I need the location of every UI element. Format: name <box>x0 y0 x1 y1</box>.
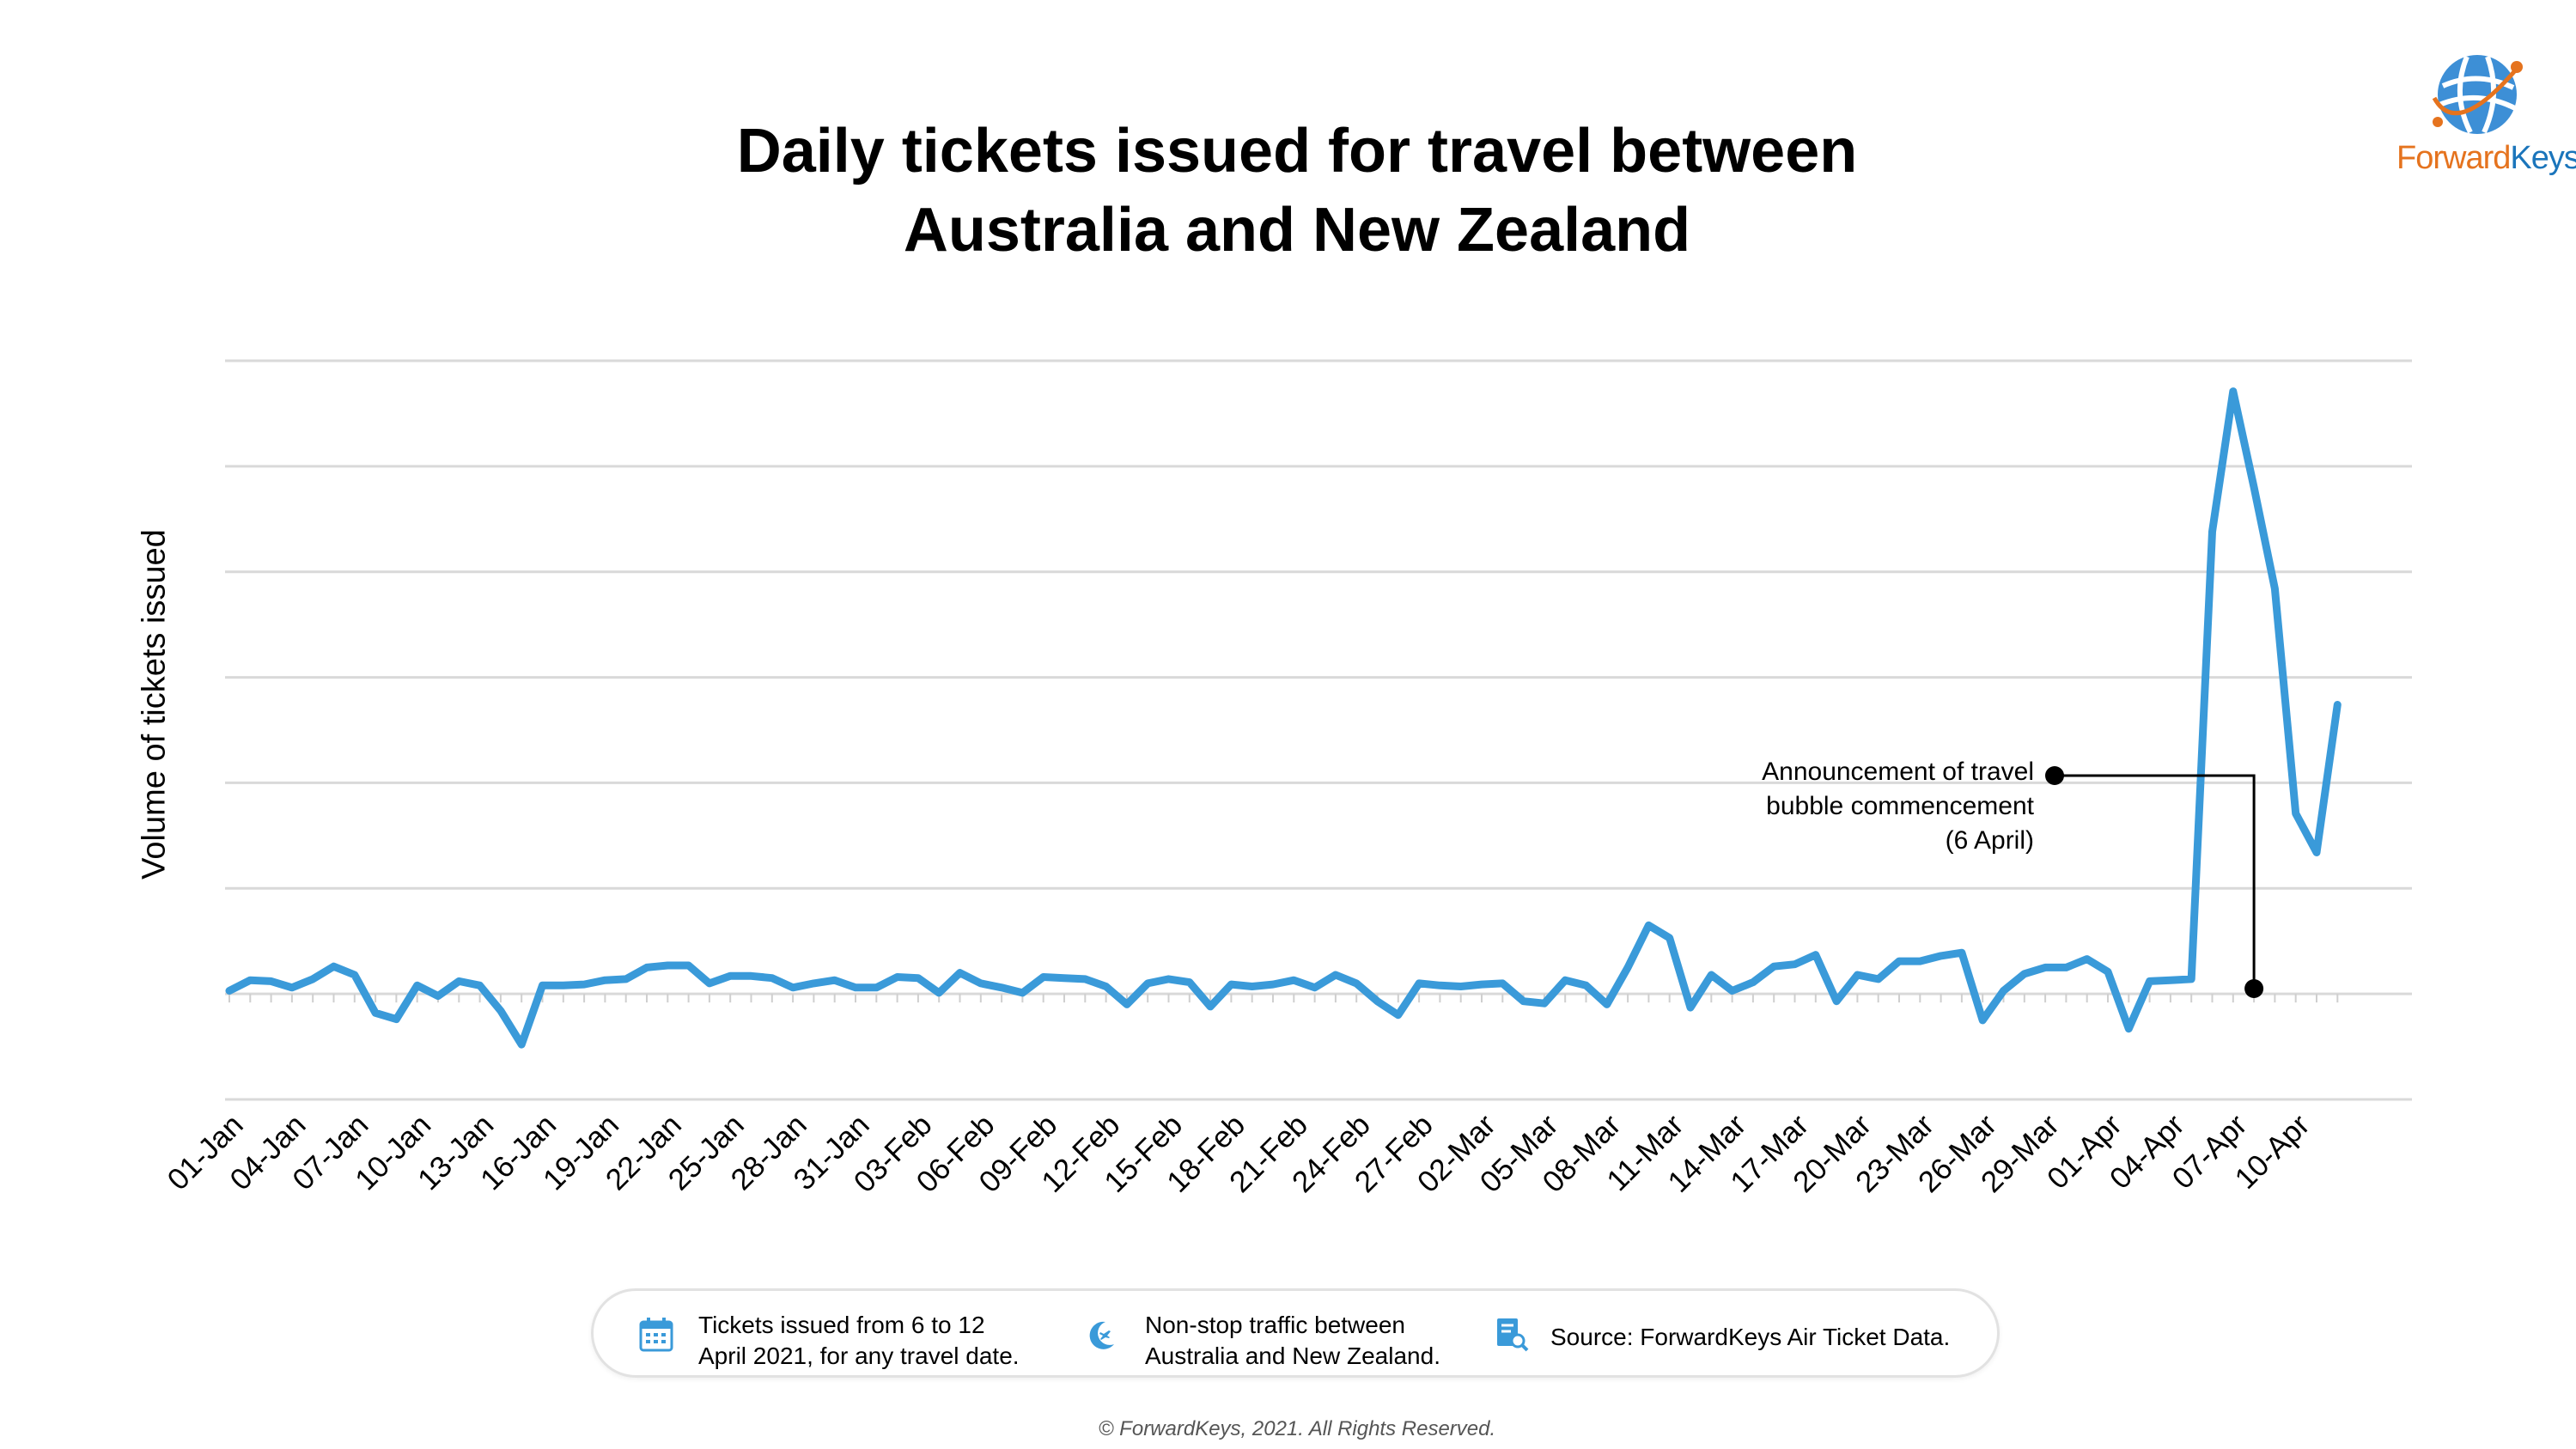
annotation-text: (6 April) <box>1946 826 2034 855</box>
gridlines <box>225 359 2412 1101</box>
legend-item-nonstop-line1: Non-stop traffic between <box>1145 1312 1405 1338</box>
logo-text-keys: Keys <box>2510 140 2576 176</box>
x-tick-marks <box>228 994 2339 1003</box>
annotation-dot-end <box>2244 979 2264 998</box>
legend-item-source: Source: ForwardKeys Air Ticket Data. <box>1550 1324 1951 1350</box>
legend-item-nonstop-line2: Australia and New Zealand. <box>1145 1342 1440 1369</box>
x-tick-labels: 01-Jan04-Jan07-Jan10-Jan13-Jan16-Jan19-J… <box>161 1108 2316 1199</box>
calendar-icon <box>639 1318 673 1352</box>
legend-item-nonstop: Non-stop traffic between Australia and N… <box>1145 1310 1440 1372</box>
legend-item-tickets-line2: April 2021, for any travel date. <box>698 1342 1020 1369</box>
legend-item-tickets-line1: Tickets issued from 6 to 12 <box>698 1312 985 1338</box>
legend-box: Tickets issued from 6 to 12 April 2021, … <box>591 1288 2000 1378</box>
document-search-icon <box>1497 1318 1529 1352</box>
chart-title-line2: Australia and New Zealand <box>903 196 1691 265</box>
forwardkeys-globe-icon <box>2432 55 2523 134</box>
annotation-text: bubble commencement <box>1766 792 2035 820</box>
copyright-text: © ForwardKeys, 2021. All Rights Reserved… <box>1098 1417 1496 1440</box>
line-chart: 01-Jan04-Jan07-Jan10-Jan13-Jan16-Jan19-J… <box>161 359 2412 1199</box>
logo-text-forward: Forward <box>2396 140 2511 176</box>
forwardkeys-logo-text: ForwardKeys <box>2396 140 2576 177</box>
series-line <box>225 387 2342 1049</box>
annotation-dot-start <box>2045 766 2064 785</box>
legend-item-tickets: Tickets issued from 6 to 12 April 2021, … <box>698 1310 1020 1372</box>
chart-title-line1: Daily tickets issued for travel between <box>736 117 1858 186</box>
annotation-leader-line <box>2055 774 2256 989</box>
chart-title: Daily tickets issued for travel between … <box>0 112 2576 270</box>
annotation: Announcement of travel bubble commencemen… <box>1762 758 2264 998</box>
moon-plane-icon <box>1089 1321 1114 1349</box>
annotation-text: Announcement of travel <box>1762 758 2034 786</box>
